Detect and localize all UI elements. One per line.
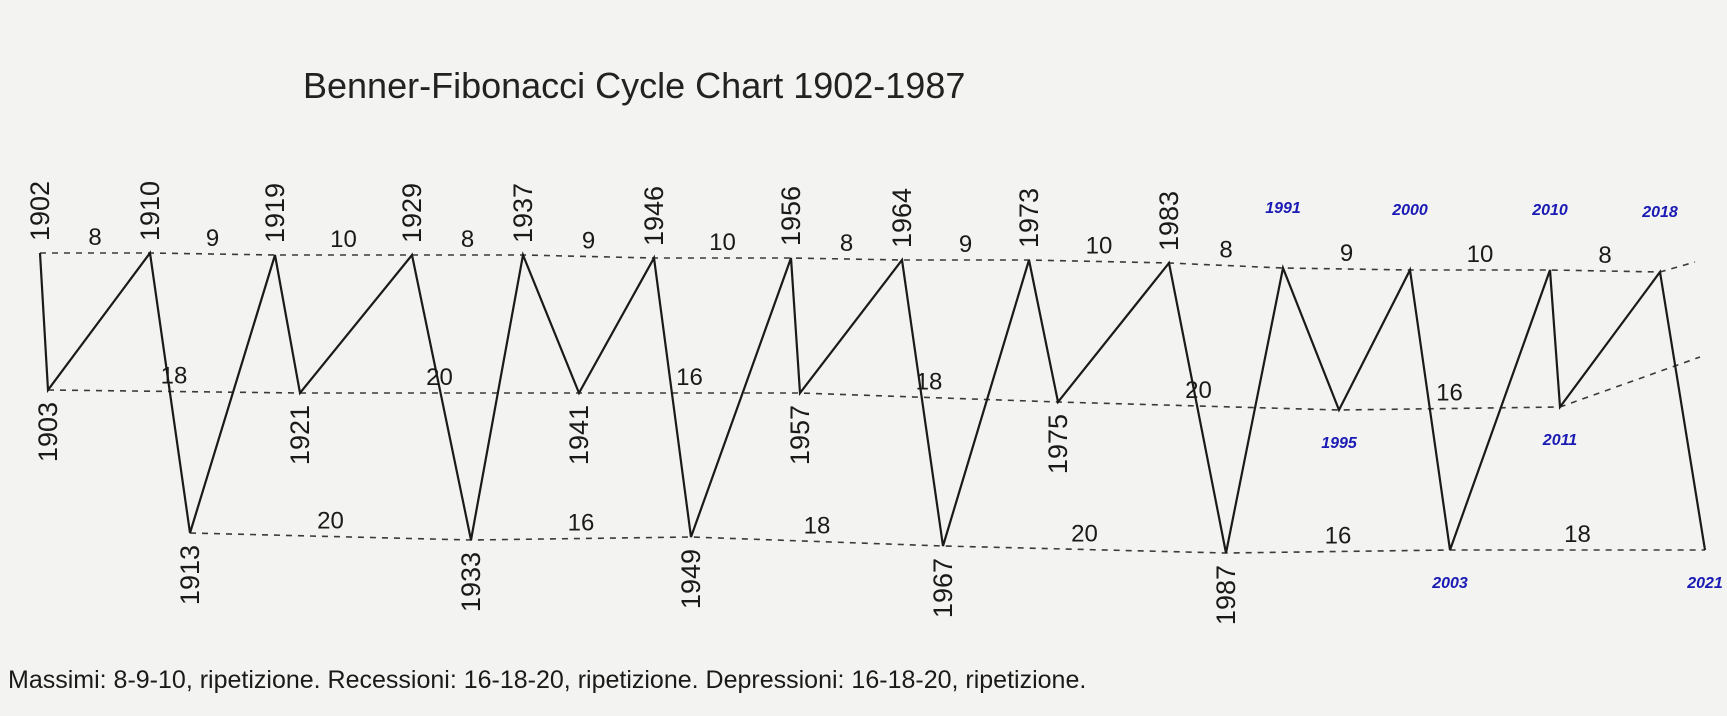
year-label-1929: 1929 [397, 183, 427, 243]
recession-cycle-label: 16 [676, 364, 703, 391]
high-cycle-label: 8 [88, 224, 101, 251]
year-labels: 1902 1903 1910 1913 1919 1921 1929 1933 1937 1941… [25, 181, 1723, 625]
year-label-2011: 2011 [1542, 432, 1578, 449]
year-label-2021: 2021 [1686, 575, 1723, 592]
main-zigzag-line [38, 250, 1707, 554]
year-label-1995: 1995 [1321, 435, 1358, 452]
year-label-2003: 2003 [1431, 575, 1468, 592]
cycle-length-labels: 8 9 10 8 9 10 8 9 10 8 9 10 8 18 20 16 18 20 16 20 16 18 20 16 1… [88, 224, 1611, 550]
high-cycle-label: 8 [1219, 237, 1232, 264]
year-label-1987: 1987 [1211, 565, 1241, 625]
high-cycle-label: 10 [1467, 241, 1494, 268]
year-label-2010: 2010 [1531, 202, 1568, 219]
year-label-1941: 1941 [564, 405, 594, 465]
year-label-1983: 1983 [1154, 191, 1184, 251]
year-label-1946: 1946 [639, 186, 669, 246]
high-cycle-label: 8 [461, 226, 474, 253]
recession-cycle-label: 20 [1185, 377, 1212, 404]
year-label-1973: 1973 [1014, 188, 1044, 248]
depression-cycle-label: 18 [804, 513, 831, 540]
chart-caption: Massimi: 8-9-10, ripetizione. Recessioni… [8, 666, 1087, 694]
high-cycle-label: 9 [1340, 240, 1353, 267]
year-label-1991: 1991 [1265, 200, 1301, 217]
depression-cycle-label: 20 [317, 508, 344, 535]
depression-cycle-label: 20 [1071, 521, 1098, 548]
high-cycle-label: 10 [1086, 233, 1113, 260]
year-label-1937: 1937 [508, 183, 538, 243]
high-cycle-label: 9 [582, 228, 595, 255]
dashed-depressions-line [189, 532, 1705, 554]
high-cycle-label: 9 [206, 225, 219, 252]
year-label-1913: 1913 [175, 545, 205, 605]
high-cycle-label: 10 [330, 226, 357, 253]
year-label-2018: 2018 [1641, 204, 1678, 221]
recession-cycle-label: 20 [426, 364, 453, 391]
year-label-1902: 1902 [25, 181, 55, 241]
recession-cycle-label: 18 [161, 363, 188, 390]
year-label-1964: 1964 [887, 188, 917, 248]
year-label-1975: 1975 [1043, 414, 1073, 474]
high-cycle-label: 8 [1598, 242, 1611, 269]
year-label-1956: 1956 [776, 186, 806, 246]
recession-cycle-label: 16 [1436, 380, 1463, 407]
depression-cycle-label: 16 [1325, 523, 1352, 550]
recession-cycle-label: 18 [916, 369, 943, 396]
depression-cycle-label: 18 [1564, 521, 1591, 548]
dashed-highs-line [40, 252, 1696, 273]
year-label-1949: 1949 [676, 549, 706, 609]
chart-title: Benner-Fibonacci Cycle Chart 1902-1987 [303, 65, 965, 106]
year-label-1933: 1933 [456, 552, 486, 612]
year-label-1921: 1921 [285, 405, 315, 465]
year-label-1967: 1967 [928, 558, 958, 618]
high-cycle-label: 9 [959, 231, 972, 258]
year-label-1903: 1903 [33, 402, 63, 462]
high-cycle-label: 10 [709, 229, 736, 256]
year-label-1957: 1957 [785, 405, 815, 465]
year-label-1910: 1910 [135, 181, 165, 241]
year-label-1919: 1919 [260, 183, 290, 243]
year-label-2000: 2000 [1391, 202, 1428, 219]
dashed-recessions-line [47, 356, 1701, 411]
cycle-line [38, 250, 1707, 554]
high-cycle-label: 8 [840, 230, 853, 257]
depression-cycle-label: 16 [568, 510, 595, 537]
